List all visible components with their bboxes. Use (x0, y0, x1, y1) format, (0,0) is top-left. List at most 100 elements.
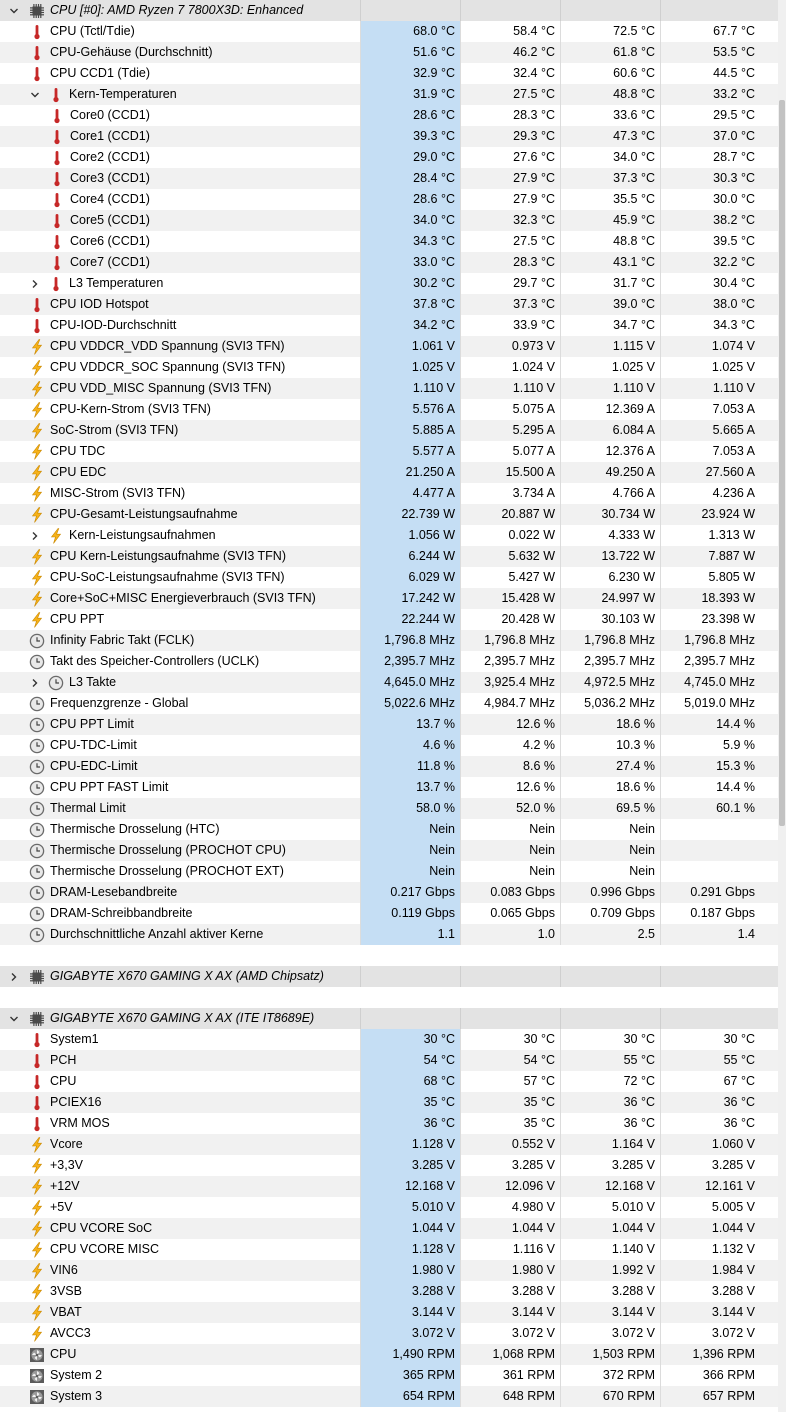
sensor-label: CPU (Tctl/Tdie) (50, 24, 135, 38)
average-value-cell: 30.0 °C (660, 189, 760, 210)
sensor-row[interactable]: Core2 (CCD1) 29.0 °C 27.6 °C 34.0 °C 28.7 °C (0, 147, 778, 168)
sensor-row[interactable]: VBAT 3.144 V 3.144 V 3.144 V 3.144 V (0, 1302, 778, 1323)
sensor-row[interactable]: Kern-Leistungsaufnahmen 1.056 W 0.022 W 4.3… (0, 525, 778, 546)
sensor-row[interactable]: Core6 (CCD1) 34.3 °C 27.5 °C 48.8 °C 39.5 °C (0, 231, 778, 252)
collapse-chevron-icon[interactable] (28, 84, 42, 105)
sensor-row[interactable]: Thermische Drosselung (PROCHOT CPU) Nein N… (0, 840, 778, 861)
expand-chevron-icon[interactable] (28, 273, 42, 294)
sensor-row[interactable]: CPU TDC 5.577 A 5.077 A 12.376 A 7.053 A (0, 441, 778, 462)
sensor-row[interactable]: L3 Temperaturen 30.2 °C 29.7 °C 31.7 °C 30.4… (0, 273, 778, 294)
sensor-row[interactable]: CPU-EDC-Limit 11.8 % 8.6 % 27.4 % 15.3 % (0, 756, 778, 777)
sensor-row[interactable]: CPU PPT Limit 13.7 % 12.6 % 18.6 % 14.4 % (0, 714, 778, 735)
sensor-row[interactable]: PCH 54 °C 54 °C 55 °C 55 °C (0, 1050, 778, 1071)
sensor-name-cell: Thermische Drosselung (HTC) (0, 819, 360, 840)
sensor-row[interactable]: Thermische Drosselung (PROCHOT EXT) Nein N… (0, 861, 778, 882)
sensor-row[interactable]: DRAM-Lesebandbreite 0.217 Gbps 0.083 Gbps 0… (0, 882, 778, 903)
sensor-row[interactable]: Core1 (CCD1) 39.3 °C 29.3 °C 47.3 °C 37.0 °C (0, 126, 778, 147)
sensor-row[interactable]: Vcore 1.128 V 0.552 V 1.164 V 1.060 V (0, 1134, 778, 1155)
sensor-row[interactable]: CPU PPT 22.244 W 20.428 W 30.103 W 23.398 W (0, 609, 778, 630)
thermometer-icon (29, 24, 45, 40)
sensor-row[interactable]: Infinity Fabric Takt (FCLK) 1,796.8 MHz 1,… (0, 630, 778, 651)
minimum-value-cell: 3.734 A (460, 483, 560, 504)
expand-chevron-icon[interactable] (7, 966, 21, 987)
device-group-header[interactable]: GIGABYTE X670 GAMING X AX (ITE IT8689E) (0, 1008, 778, 1029)
sensor-row[interactable]: CPU-SoC-Leistungsaufnahme (SVI3 TFN) 6.02… (0, 567, 778, 588)
expand-chevron-icon[interactable] (28, 525, 42, 546)
sensor-row[interactable]: CPU VDDCR_SOC Spannung (SVI3 TFN) 1.025 V… (0, 357, 778, 378)
sensor-row[interactable]: CPU-Gesamt-Leistungsaufnahme 22.739 W 20.8… (0, 504, 778, 525)
sensor-name-cell: Core+SoC+MISC Energieverbrauch (SVI3 TFN… (0, 588, 360, 609)
sensor-row[interactable]: Thermische Drosselung (HTC) Nein Nein Nein (0, 819, 778, 840)
sensor-row[interactable]: Core0 (CCD1) 28.6 °C 28.3 °C 33.6 °C 29.5 °C (0, 105, 778, 126)
sensor-row[interactable]: CPU VCORE SoC 1.044 V 1.044 V 1.044 V 1.044 … (0, 1218, 778, 1239)
current-value-cell: 1.128 V (360, 1134, 460, 1155)
sensor-row[interactable]: 3VSB 3.288 V 3.288 V 3.288 V 3.288 V (0, 1281, 778, 1302)
minimum-value-cell: 0.973 V (460, 336, 560, 357)
sensor-row[interactable]: Core7 (CCD1) 33.0 °C 28.3 °C 43.1 °C 32.2 °C (0, 252, 778, 273)
minimum-value-cell: 27.9 °C (460, 189, 560, 210)
vertical-scrollbar[interactable] (778, 0, 786, 1412)
sensor-row[interactable]: DRAM-Schreibbandbreite 0.119 Gbps 0.065 Gb… (0, 903, 778, 924)
sensor-row[interactable]: Thermal Limit 58.0 % 52.0 % 69.5 % 60.1 % (0, 798, 778, 819)
sensor-row[interactable]: VRM MOS 36 °C 35 °C 36 °C 36 °C (0, 1113, 778, 1134)
sensor-label: Thermische Drosselung (PROCHOT EXT) (50, 864, 284, 878)
minimum-value-cell: 32.3 °C (460, 210, 560, 231)
sensor-row[interactable]: CPU 68 °C 57 °C 72 °C 67 °C (0, 1071, 778, 1092)
maximum-value-cell: 34.7 °C (560, 315, 660, 336)
sensor-row[interactable]: CPU EDC 21.250 A 15.500 A 49.250 A 27.560 A (0, 462, 778, 483)
sensor-row[interactable]: +5V 5.010 V 4.980 V 5.010 V 5.005 V (0, 1197, 778, 1218)
sensor-row[interactable]: VIN6 1.980 V 1.980 V 1.992 V 1.984 V (0, 1260, 778, 1281)
lightning-bolt-icon (29, 381, 45, 397)
sensor-row[interactable]: System 3 654 RPM 648 RPM 670 RPM 657 RPM (0, 1386, 778, 1407)
sensor-row[interactable]: Core3 (CCD1) 28.4 °C 27.9 °C 37.3 °C 30.3 °C (0, 168, 778, 189)
sensor-row[interactable]: CPU VCORE MISC 1.128 V 1.116 V 1.140 V 1.132… (0, 1239, 778, 1260)
device-group-header[interactable]: GIGABYTE X670 GAMING X AX (AMD Chipsatz) (0, 966, 778, 987)
sensor-row[interactable]: MISC-Strom (SVI3 TFN) 4.477 A 3.734 A 4.766… (0, 483, 778, 504)
expand-chevron-icon[interactable] (28, 672, 42, 693)
maximum-value-cell: 27.4 % (560, 756, 660, 777)
sensor-row[interactable]: CPU CCD1 (Tdie) 32.9 °C 32.4 °C 60.6 °C 44.5… (0, 63, 778, 84)
sensor-row[interactable]: AVCC3 3.072 V 3.072 V 3.072 V 3.072 V (0, 1323, 778, 1344)
lightning-bolt-icon (29, 1137, 45, 1153)
sensor-row[interactable]: +3,3V 3.285 V 3.285 V 3.285 V 3.285 V (0, 1155, 778, 1176)
average-value-cell: 1.074 V (660, 336, 760, 357)
sensor-row[interactable]: Core+SoC+MISC Energieverbrauch (SVI3 TFN… (0, 588, 778, 609)
sensor-row[interactable]: Kern-Temperaturen 31.9 °C 27.5 °C 48.8 °C 33… (0, 84, 778, 105)
sensor-row[interactable]: CPU-TDC-Limit 4.6 % 4.2 % 10.3 % 5.9 % (0, 735, 778, 756)
sensor-row[interactable]: CPU Kern-Leistungsaufnahme (SVI3 TFN) 6.2… (0, 546, 778, 567)
sensor-name-cell: Core1 (CCD1) (0, 126, 360, 147)
average-value-cell: 30 °C (660, 1029, 760, 1050)
sensor-label: CPU PPT Limit (50, 717, 134, 731)
sensor-name-cell: Kern-Leistungsaufnahmen (0, 525, 360, 546)
current-value-cell (360, 966, 460, 987)
scrollbar-thumb[interactable] (779, 100, 785, 826)
thermometer-icon (49, 108, 65, 124)
sensor-row[interactable]: CPU IOD Hotspot 37.8 °C 37.3 °C 39.0 °C 38.0… (0, 294, 778, 315)
sensor-row[interactable]: SoC-Strom (SVI3 TFN) 5.885 A 5.295 A 6.084 … (0, 420, 778, 441)
sensor-row[interactable]: CPU-Gehäuse (Durchschnitt) 51.6 °C 46.2 °C… (0, 42, 778, 63)
sensor-row[interactable]: Core5 (CCD1) 34.0 °C 32.3 °C 45.9 °C 38.2 °C (0, 210, 778, 231)
collapse-chevron-icon[interactable] (7, 1008, 21, 1029)
current-value-cell: 22.244 W (360, 609, 460, 630)
sensor-row[interactable]: L3 Takte 4,645.0 MHz 3,925.4 MHz 4,972.5 MH… (0, 672, 778, 693)
sensor-row[interactable]: CPU PPT FAST Limit 13.7 % 12.6 % 18.6 % 14.4… (0, 777, 778, 798)
sensor-row[interactable]: +12V 12.168 V 12.096 V 12.168 V 12.161 V (0, 1176, 778, 1197)
sensor-row[interactable]: Durchschnittliche Anzahl aktiver Kerne 1.… (0, 924, 778, 945)
sensor-row[interactable]: Core4 (CCD1) 28.6 °C 27.9 °C 35.5 °C 30.0 °C (0, 189, 778, 210)
device-group-header[interactable]: CPU [#0]: AMD Ryzen 7 7800X3D: Enhanced (0, 0, 778, 21)
sensor-row[interactable]: CPU VDDCR_VDD Spannung (SVI3 TFN) 1.061 V… (0, 336, 778, 357)
sensor-row[interactable]: System1 30 °C 30 °C 30 °C 30 °C (0, 1029, 778, 1050)
maximum-value-cell: 4,972.5 MHz (560, 672, 660, 693)
sensor-row[interactable]: CPU-IOD-Durchschnitt 34.2 °C 33.9 °C 34.7 °… (0, 315, 778, 336)
lightning-bolt-icon (29, 549, 45, 565)
sensor-row[interactable]: CPU 1,490 RPM 1,068 RPM 1,503 RPM 1,396 RPM (0, 1344, 778, 1365)
sensor-row[interactable]: CPU (Tctl/Tdie) 68.0 °C 58.4 °C 72.5 °C 67.7… (0, 21, 778, 42)
sensor-row[interactable]: System 2 365 RPM 361 RPM 372 RPM 366 RPM (0, 1365, 778, 1386)
sensor-row[interactable]: Frequenzgrenze - Global 5,022.6 MHz 4,984.… (0, 693, 778, 714)
sensor-row[interactable]: PCIEX16 35 °C 35 °C 36 °C 36 °C (0, 1092, 778, 1113)
sensor-label: Kern-Temperaturen (69, 87, 177, 101)
collapse-chevron-icon[interactable] (7, 0, 21, 21)
sensor-row[interactable]: Takt des Speicher-Controllers (UCLK) 2,39… (0, 651, 778, 672)
